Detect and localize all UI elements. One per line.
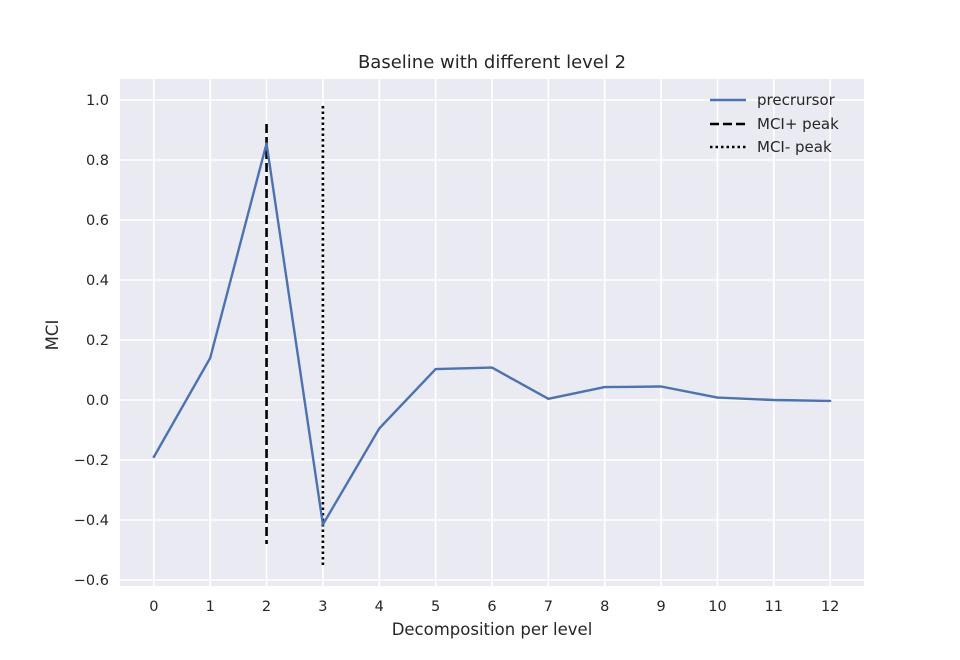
x-tick-label: 6 [487,599,496,615]
legend: precrursor MCI+ peak MCI- peak [710,91,839,156]
y-tick-label: 1.0 [86,93,109,109]
y-tick-label: 0.2 [86,333,109,349]
legend-label-precursor: precrursor [757,91,836,109]
y-axis-label: MCI [43,320,62,351]
x-tick-label: 10 [708,599,726,615]
x-tick-labels: 0 1 2 3 4 5 6 7 8 9 10 11 12 [149,599,839,615]
y-tick-label: 0.6 [86,213,109,229]
y-tick-label: 0.8 [86,153,109,169]
series-line-precursor [152,142,832,526]
x-tick-label: 7 [544,599,553,615]
x-tick-label: 8 [600,599,609,615]
x-tick-label: 12 [821,599,839,615]
peak-lines [265,106,325,565]
grid [120,79,864,586]
y-tick-label: 0.4 [86,273,109,289]
legend-label-mci-minus-peak: MCI- peak [757,138,832,156]
y-tick-label: 0.0 [86,393,109,409]
x-tick-label: 11 [765,599,783,615]
x-tick-label: 0 [149,599,158,615]
x-tick-label: 2 [262,599,271,615]
x-axis-label: Decomposition per level [392,620,593,639]
x-tick-label: 3 [318,599,327,615]
series [152,142,832,526]
y-tick-label: −0.2 [74,453,109,469]
legend-label-mci-plus-peak: MCI+ peak [757,115,839,133]
x-tick-label: 4 [375,599,384,615]
x-tick-label: 5 [431,599,440,615]
chart-title: Baseline with different level 2 [358,52,626,73]
x-tick-label: 1 [206,599,215,615]
y-tick-label: −0.6 [74,573,109,589]
x-tick-label: 9 [656,599,665,615]
y-tick-labels: −0.6 −0.4 −0.2 0.0 0.2 0.4 0.6 0.8 1.0 [74,93,109,589]
y-tick-label: −0.4 [74,513,109,529]
